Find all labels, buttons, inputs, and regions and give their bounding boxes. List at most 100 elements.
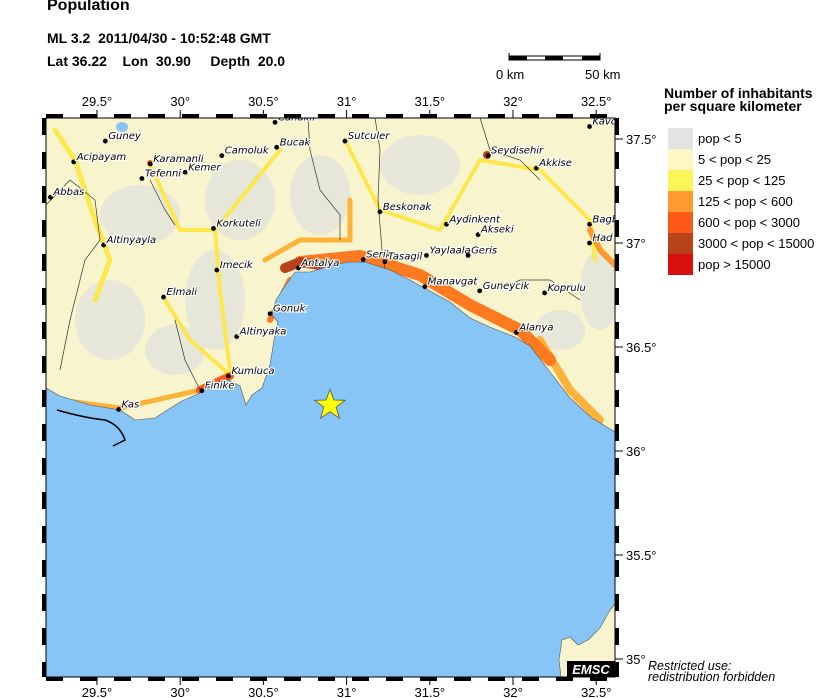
legend-swatch: [668, 233, 693, 254]
city-dot-icon: [199, 388, 205, 394]
lon-label-bottom: 31.5°: [415, 685, 446, 698]
city-label: Akseki: [480, 225, 514, 236]
city-bagb[interactable]: Bagb: [587, 213, 618, 227]
legend-title-line1: Number of inhabitants: [664, 85, 813, 101]
maritime-boundary: [56, 409, 126, 447]
city-dot-icon: [424, 253, 429, 258]
city-manavgat[interactable]: Manavgat: [422, 276, 480, 290]
city-kavc[interactable]: Kavc: [587, 117, 617, 129]
map-area: Canakli Guney Acipayam Abbas Karamanli Tefenn…: [46, 112, 618, 677]
city-akseki[interactable]: Akseki: [475, 224, 515, 238]
city-had[interactable]: Had: [587, 232, 614, 246]
lat-label: 36.5°: [626, 340, 657, 355]
lon-label-bottom: 29.5°: [82, 685, 113, 698]
city-kemer[interactable]: Kemer: [182, 161, 223, 175]
mediterranean-sea: [46, 261, 615, 677]
city-aydinkent[interactable]: Aydinkent: [444, 213, 502, 227]
city-kas[interactable]: Kas: [116, 398, 140, 412]
city-yaylaala[interactable]: Yaylaala: [424, 244, 472, 258]
city-canakli[interactable]: Canakli: [272, 112, 316, 125]
city-label: Canakli: [278, 112, 315, 123]
city-dot-icon: [226, 373, 231, 379]
lat-label: 37°: [626, 236, 646, 251]
legend-item: 25 < pop < 125: [668, 170, 785, 191]
city-dot-icon: [485, 153, 491, 159]
legend-item: pop < 5: [668, 128, 742, 149]
city-guneycik[interactable]: Guneycik: [477, 280, 532, 294]
city-gonuk[interactable]: Gonuk: [267, 303, 308, 317]
city-kumluca[interactable]: Kumluca: [226, 365, 276, 379]
city-camoluk[interactable]: Camoluk: [219, 145, 271, 159]
event-magnitude-time: ML 3.2 2011/04/30 - 10:52:48 GMT: [47, 30, 271, 46]
city-label: Finike: [205, 381, 235, 392]
city-label: Aydinkent: [448, 214, 501, 225]
city-dot-icon: [214, 267, 220, 273]
legend-label: 5 < pop < 25: [698, 152, 771, 167]
city-dot-icon: [587, 124, 592, 129]
city-sutculer[interactable]: Sutculer: [342, 130, 391, 144]
city-label: Altinyaka: [239, 327, 287, 338]
city-tasagil[interactable]: Tasagil: [382, 251, 424, 265]
city-acipayam[interactable]: Acipayam: [71, 151, 127, 165]
lon-label-top: 30.5°: [248, 94, 279, 109]
city-label: Geris: [471, 245, 497, 256]
scale-start-label: 0 km: [496, 67, 524, 82]
legend-swatch: [668, 170, 693, 191]
city-dot-icon: [342, 138, 348, 144]
city-dot-icon: [295, 265, 301, 271]
city-finike[interactable]: Finike: [199, 380, 236, 394]
city-antalya[interactable]: Antalya: [295, 257, 341, 271]
axis-ticks: 29.5° 29.5° 30° 30° 30.5° 30.5° 31° 31° 31.5° 31.…: [82, 94, 657, 698]
city-alanya[interactable]: Alanya: [513, 321, 555, 335]
city-label: Guneycik: [483, 281, 531, 292]
city-label: Kemer: [188, 162, 221, 173]
legend-item: 125 < pop < 600: [668, 191, 793, 212]
city-label: Tefenni: [145, 169, 181, 180]
city-dot-icon: [182, 169, 188, 175]
restricted-notice-line1: Restricted use:: [648, 659, 731, 673]
city-bucak[interactable]: Bucak: [274, 136, 313, 150]
city-koprulu[interactable]: Koprulu: [542, 282, 587, 296]
city-korkuteli[interactable]: Korkuteli: [211, 217, 262, 231]
city-dot-icon: [71, 159, 77, 165]
city-label: Bucak: [280, 137, 312, 148]
city-label: Manavgat: [428, 277, 479, 288]
city-serik[interactable]: Serik: [360, 249, 394, 263]
map-frame-graduation: [42, 114, 619, 681]
legend-label: pop > 15000: [698, 257, 771, 272]
city-label: Beskonak: [383, 202, 433, 213]
city-seydisehir[interactable]: Seydisehir: [485, 145, 545, 159]
city-tefenni[interactable]: Tefenni: [139, 167, 182, 181]
lon-label-top: 32.5°: [581, 94, 612, 109]
city-label: Gonuk: [273, 304, 307, 315]
city-label: Kas: [122, 399, 140, 410]
city-geris[interactable]: Geris: [465, 244, 498, 258]
city-abbas[interactable]: Abbas: [48, 186, 85, 200]
city-label: Yaylaala: [429, 245, 470, 256]
city-dot-icon: [234, 334, 240, 339]
lon-label-top: 32°: [503, 94, 523, 109]
city-label: Sutculer: [348, 131, 390, 142]
lake: [116, 122, 128, 132]
city-altinyayla[interactable]: Altinyayla: [101, 234, 157, 248]
city-imecik[interactable]: Imecik: [214, 259, 255, 273]
city-elmali[interactable]: Elmali: [161, 286, 198, 300]
city-label: Elmali: [167, 287, 198, 298]
city-karamanli[interactable]: Karamanli: [147, 153, 205, 167]
legend-label: pop < 5: [698, 131, 742, 146]
city-dot-icon: [219, 153, 225, 159]
epicenter-star-icon[interactable]: [313, 388, 347, 420]
city-altinyaka[interactable]: Altinyaka: [234, 326, 288, 339]
city-dot-icon: [377, 209, 383, 215]
city-guney[interactable]: Guney: [102, 130, 143, 144]
city-dot-icon: [477, 288, 483, 294]
city-beskonak[interactable]: Beskonak: [377, 201, 434, 215]
legend-item: 3000 < pop < 15000: [668, 233, 814, 254]
city-dot-icon: [382, 259, 388, 265]
legend-label: 600 < pop < 3000: [698, 215, 800, 230]
city-dot-icon: [422, 284, 428, 290]
city-label: Alanya: [518, 322, 553, 333]
city-label: Serik: [366, 250, 392, 261]
city-akkise[interactable]: Akkise: [533, 157, 573, 171]
city-label: Abbas: [52, 187, 84, 198]
